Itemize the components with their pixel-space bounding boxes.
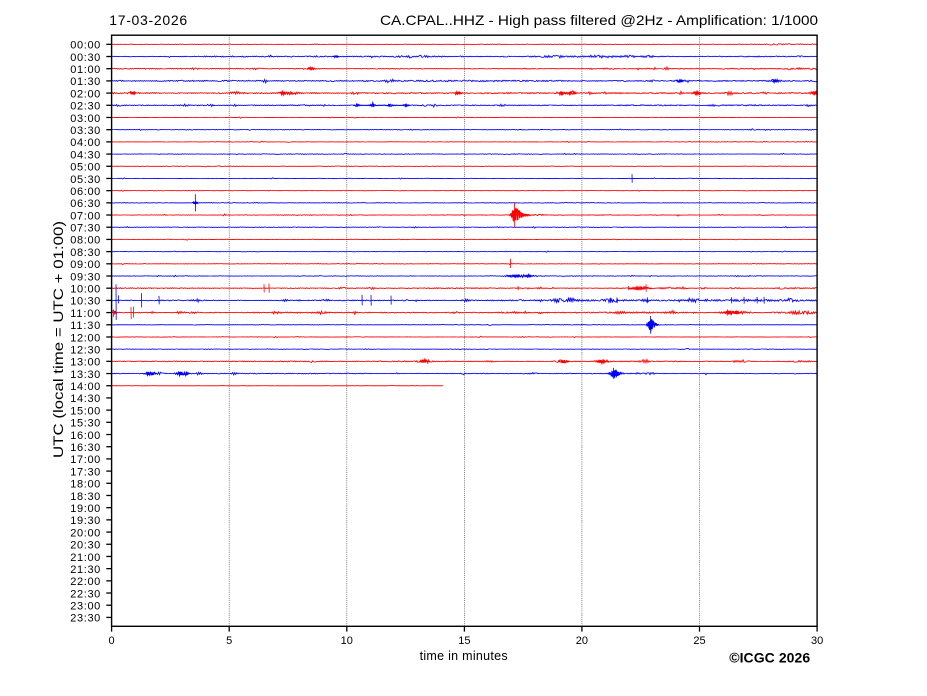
svg-text:17:00: 17:00 <box>70 454 100 466</box>
svg-text:19:00: 19:00 <box>70 503 100 515</box>
svg-text:15:00: 15:00 <box>70 405 100 417</box>
svg-text:23:30: 23:30 <box>70 613 100 625</box>
svg-text:25: 25 <box>693 635 705 647</box>
svg-text:time in minutes: time in minutes <box>420 649 508 663</box>
svg-text:23:00: 23:00 <box>70 601 100 613</box>
svg-text:01:30: 01:30 <box>70 76 100 88</box>
svg-text:14:30: 14:30 <box>70 393 100 405</box>
svg-text:5: 5 <box>226 635 232 647</box>
svg-text:16:30: 16:30 <box>70 442 100 454</box>
svg-text:13:30: 13:30 <box>70 369 100 381</box>
svg-text:0: 0 <box>109 635 115 647</box>
svg-text:11:00: 11:00 <box>70 308 100 320</box>
svg-text:05:00: 05:00 <box>70 162 100 174</box>
svg-text:10:30: 10:30 <box>70 296 100 308</box>
svg-text:02:00: 02:00 <box>70 88 100 100</box>
svg-text:16:00: 16:00 <box>70 430 100 442</box>
svg-text:07:00: 07:00 <box>70 210 100 222</box>
svg-text:20:00: 20:00 <box>70 527 100 539</box>
svg-text:19:30: 19:30 <box>70 515 100 527</box>
svg-text:06:00: 06:00 <box>70 186 100 198</box>
svg-text:03:00: 03:00 <box>70 113 100 125</box>
svg-text:05:30: 05:30 <box>70 174 100 186</box>
svg-text:15:30: 15:30 <box>70 418 100 430</box>
svg-text:02:30: 02:30 <box>70 101 100 113</box>
svg-text:13:00: 13:00 <box>70 357 100 369</box>
svg-text:18:00: 18:00 <box>70 479 100 491</box>
svg-text:09:00: 09:00 <box>70 259 100 271</box>
svg-text:12:30: 12:30 <box>70 344 100 356</box>
svg-text:17-03-2026: 17-03-2026 <box>109 12 187 28</box>
svg-text:22:00: 22:00 <box>70 576 100 588</box>
svg-text:15: 15 <box>458 635 470 647</box>
svg-text:03:30: 03:30 <box>70 125 100 137</box>
svg-text:30: 30 <box>811 635 823 647</box>
svg-text:11:30: 11:30 <box>70 320 100 332</box>
svg-text:17:30: 17:30 <box>70 466 100 478</box>
svg-text:21:30: 21:30 <box>70 564 100 576</box>
svg-text:08:30: 08:30 <box>70 247 100 259</box>
svg-text:10:00: 10:00 <box>70 283 100 295</box>
svg-text:08:00: 08:00 <box>70 235 100 247</box>
svg-text:21:00: 21:00 <box>70 552 100 564</box>
svg-text:©ICGC 2026: ©ICGC 2026 <box>729 650 810 666</box>
svg-text:14:00: 14:00 <box>70 381 100 393</box>
svg-text:04:00: 04:00 <box>70 137 100 149</box>
svg-text:UTC (local time = UTC + 01:00): UTC (local time = UTC + 01:00) <box>50 221 66 458</box>
svg-text:09:30: 09:30 <box>70 271 100 283</box>
svg-text:07:30: 07:30 <box>70 223 100 235</box>
svg-text:10: 10 <box>341 635 353 647</box>
svg-text:20: 20 <box>576 635 588 647</box>
svg-text:12:00: 12:00 <box>70 332 100 344</box>
svg-text:18:30: 18:30 <box>70 491 100 503</box>
svg-text:01:00: 01:00 <box>70 64 100 76</box>
svg-text:06:30: 06:30 <box>70 198 100 210</box>
svg-text:04:30: 04:30 <box>70 149 100 161</box>
svg-text:00:00: 00:00 <box>70 40 100 52</box>
svg-text:20:30: 20:30 <box>70 540 100 552</box>
svg-text:00:30: 00:30 <box>70 52 100 64</box>
svg-text:CA.CPAL..HHZ - High pass filte: CA.CPAL..HHZ - High pass filtered @2Hz -… <box>380 12 818 28</box>
svg-text:22:30: 22:30 <box>70 588 100 600</box>
